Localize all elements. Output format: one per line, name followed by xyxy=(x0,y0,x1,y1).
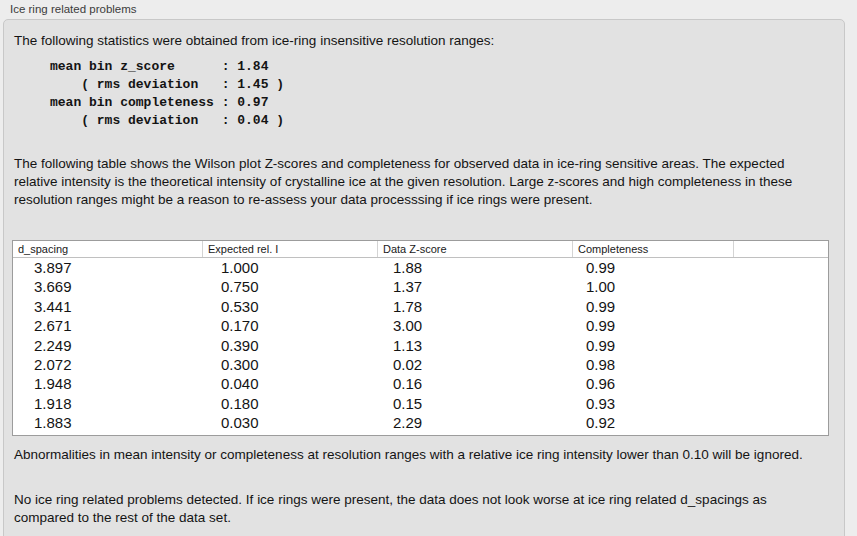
stats-line-completeness-rms-deviation: ( rms deviation : 0.04 ) xyxy=(50,112,284,130)
cell-completeness: 0.98 xyxy=(573,355,734,374)
stats-line-mean-completeness: mean bin completeness : 0.97 xyxy=(50,94,284,112)
table-row[interactable]: 2.072 0.300 0.02 0.98 xyxy=(13,355,828,374)
table-row[interactable]: 2.249 0.390 1.13 0.99 xyxy=(13,336,828,355)
cell-completeness: 0.99 xyxy=(573,258,734,277)
table-header-row: d_spacing Expected rel. I Data Z-score C… xyxy=(13,241,828,258)
cell-d-spacing: 3.669 xyxy=(13,277,203,296)
table-row[interactable]: 2.671 0.170 3.00 0.99 xyxy=(13,316,828,335)
cell-data-z-score: 1.37 xyxy=(378,277,573,296)
cell-data-z-score: 1.88 xyxy=(378,258,573,277)
result-note: No ice ring related problems detected. I… xyxy=(14,491,814,527)
cell-completeness: 0.99 xyxy=(573,297,734,316)
column-header-spacer xyxy=(734,241,828,257)
table-row[interactable]: 1.948 0.040 0.16 0.96 xyxy=(13,374,828,393)
cell-expected-rel-i: 0.390 xyxy=(203,336,378,355)
column-header-d-spacing[interactable]: d_spacing xyxy=(13,241,203,257)
cell-expected-rel-i: 0.170 xyxy=(203,316,378,335)
cell-data-z-score: 0.16 xyxy=(378,374,573,393)
cell-expected-rel-i: 0.750 xyxy=(203,277,378,296)
cell-d-spacing: 1.918 xyxy=(13,394,203,413)
cell-data-z-score: 3.00 xyxy=(378,316,573,335)
cell-d-spacing: 2.072 xyxy=(13,355,203,374)
cell-d-spacing: 2.249 xyxy=(13,336,203,355)
table-row[interactable]: 3.441 0.530 1.78 0.99 xyxy=(13,297,828,316)
cell-d-spacing: 3.897 xyxy=(13,258,203,277)
cell-completeness: 0.99 xyxy=(573,336,734,355)
column-header-completeness[interactable]: Completeness xyxy=(573,241,734,257)
stats-line-mean-z-score: mean bin z_score : 1.84 xyxy=(50,58,284,76)
cell-data-z-score: 0.02 xyxy=(378,355,573,374)
stats-block: mean bin z_score : 1.84 ( rms deviation … xyxy=(50,58,284,130)
column-header-data-z-score[interactable]: Data Z-score xyxy=(378,241,573,257)
table-row[interactable]: 1.918 0.180 0.15 0.93 xyxy=(13,394,828,413)
cell-expected-rel-i: 0.300 xyxy=(203,355,378,374)
cell-d-spacing: 1.883 xyxy=(13,413,203,432)
cell-data-z-score: 1.13 xyxy=(378,336,573,355)
intro-text: The following statistics were obtained f… xyxy=(14,33,494,48)
cell-expected-rel-i: 0.040 xyxy=(203,374,378,393)
cell-data-z-score: 1.78 xyxy=(378,297,573,316)
table-row[interactable]: 1.883 0.030 2.29 0.92 xyxy=(13,413,828,432)
cell-expected-rel-i: 0.030 xyxy=(203,413,378,432)
table-row[interactable]: 3.669 0.750 1.37 1.00 xyxy=(13,277,828,296)
cell-completeness: 0.92 xyxy=(573,413,734,432)
stats-line-z-rms-deviation: ( rms deviation : 1.45 ) xyxy=(50,76,284,94)
cell-completeness: 0.93 xyxy=(573,394,734,413)
table-row[interactable]: 3.897 1.000 1.88 0.99 xyxy=(13,258,828,277)
cell-expected-rel-i: 1.000 xyxy=(203,258,378,277)
cell-expected-rel-i: 0.180 xyxy=(203,394,378,413)
ice-ring-panel: The following statistics were obtained f… xyxy=(3,19,845,536)
cell-d-spacing: 3.441 xyxy=(13,297,203,316)
ice-ring-table: d_spacing Expected rel. I Data Z-score C… xyxy=(12,240,829,436)
cell-d-spacing: 1.948 xyxy=(13,374,203,393)
ignore-threshold-note: Abnormalities in mean intensity or compl… xyxy=(14,446,814,464)
cell-data-z-score: 2.29 xyxy=(378,413,573,432)
cell-completeness: 1.00 xyxy=(573,277,734,296)
column-header-expected-rel-i[interactable]: Expected rel. I xyxy=(203,241,378,257)
cell-completeness: 0.96 xyxy=(573,374,734,393)
cell-completeness: 0.99 xyxy=(573,316,734,335)
description-text: The following table shows the Wilson plo… xyxy=(14,155,828,209)
cell-d-spacing: 2.671 xyxy=(13,316,203,335)
cell-expected-rel-i: 0.530 xyxy=(203,297,378,316)
cell-data-z-score: 0.15 xyxy=(378,394,573,413)
panel-title: Ice ring related problems xyxy=(10,3,137,15)
